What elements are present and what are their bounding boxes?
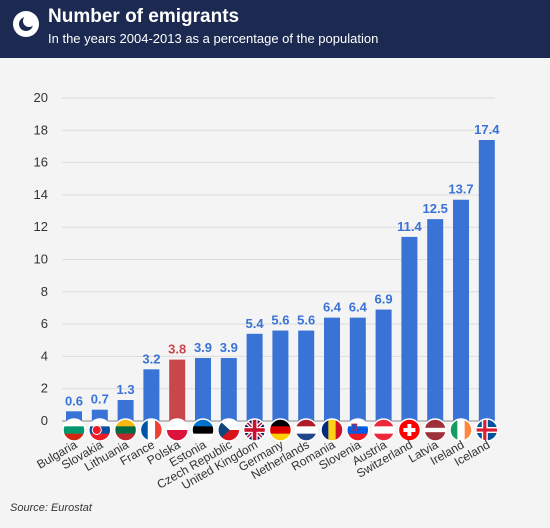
- flag-border: [371, 418, 396, 442]
- chart-title: Number of emigrants: [48, 6, 240, 27]
- y-tick-label: 14: [34, 187, 48, 202]
- flag-border: [449, 418, 473, 442]
- data-label: 6.9: [375, 292, 393, 307]
- data-label: 0.6: [65, 393, 83, 408]
- y-tick-label: 0: [41, 413, 48, 428]
- y-tick-label: 10: [34, 252, 48, 267]
- y-tick-label: 4: [41, 348, 48, 363]
- iceland-flag-icon: [475, 419, 498, 441]
- data-label: 3.8: [168, 342, 186, 357]
- chart-header: Number of emigrants In the years 2004-20…: [0, 0, 550, 58]
- flag-border: [397, 418, 422, 442]
- bar-slovenia: [349, 317, 366, 421]
- data-label: 17.4: [474, 122, 500, 137]
- bar-ireland: [453, 199, 469, 421]
- source-note: Source: Eurostat: [10, 502, 92, 514]
- bar-united-kingdom: [246, 333, 263, 421]
- data-label: 11.4: [397, 219, 422, 234]
- flag-border: [217, 418, 241, 442]
- flag-border: [320, 418, 344, 442]
- bar-iceland: [478, 139, 495, 421]
- bar-chart: 024681012141618200.6Bulgaria0.7Slovakia1…: [34, 90, 501, 492]
- bar-estonia: [195, 358, 211, 421]
- flag-border: [88, 418, 112, 442]
- bar-slovakia: [91, 409, 108, 421]
- flag-border: [294, 418, 318, 442]
- bar-bulgaria: [66, 411, 82, 421]
- flag-border: [113, 418, 138, 442]
- data-label: 6.4: [349, 300, 368, 315]
- y-tick-label: 6: [41, 316, 48, 331]
- chart-subtitle: In the years 2004-2013 as a percentage o…: [48, 31, 379, 46]
- flag-border: [62, 418, 86, 442]
- bar-austria: [375, 309, 392, 421]
- data-label: 3.9: [194, 340, 212, 355]
- data-label: 12.5: [423, 201, 448, 216]
- y-tick-label: 2: [41, 381, 48, 396]
- bar-switzerland: [401, 236, 418, 421]
- data-label: 0.7: [91, 392, 109, 407]
- germany-flag-icon: [269, 419, 292, 441]
- bar-netherlands: [298, 330, 315, 421]
- austria-flag-icon: [372, 419, 395, 441]
- bar-romania: [324, 317, 340, 421]
- flag-border: [139, 418, 164, 442]
- latvia-flag-icon: [424, 419, 447, 441]
- y-tick-label: 20: [34, 90, 48, 105]
- data-label: 3.9: [220, 340, 238, 355]
- y-tick-label: 12: [34, 219, 48, 234]
- y-tick-label: 18: [34, 122, 48, 137]
- data-label: 5.4: [246, 316, 265, 331]
- flag-border: [165, 418, 189, 442]
- data-label: 5.6: [297, 313, 315, 328]
- flag-border: [423, 418, 447, 442]
- slovenia-flag-icon: [346, 419, 369, 441]
- bar-lithuania: [117, 400, 134, 421]
- flag-border: [191, 418, 215, 442]
- bulgaria-flag-icon: [63, 419, 85, 441]
- france-flag-icon: [140, 419, 163, 441]
- data-label: 5.6: [271, 313, 289, 328]
- flag-border: [242, 418, 267, 442]
- data-label: 3.2: [142, 351, 160, 366]
- y-tick-label: 16: [34, 155, 48, 170]
- data-label: 1.3: [117, 382, 135, 397]
- y-tick-label: 8: [41, 284, 48, 299]
- netherlands-flag-icon: [295, 419, 318, 441]
- ireland-flag-icon: [450, 419, 472, 441]
- bar-france: [143, 369, 160, 421]
- bar-latvia: [427, 219, 444, 421]
- switzerland-flag-icon: [398, 419, 421, 441]
- flag-border: [346, 418, 370, 442]
- slovakia-flag-icon: [88, 419, 111, 441]
- bar-czech-republic: [220, 358, 237, 421]
- romania-flag-icon: [321, 419, 343, 441]
- flag-border: [268, 418, 293, 442]
- lithuania-flag-icon: [114, 419, 137, 441]
- flag-border: [475, 418, 499, 442]
- poland-flag-icon: [166, 419, 189, 441]
- estonia-flag-icon: [192, 419, 214, 441]
- bar-germany: [272, 330, 289, 421]
- logo-icon: [13, 11, 39, 37]
- data-label: 13.7: [448, 182, 473, 197]
- bar-polska: [169, 359, 186, 421]
- czech-republic-flag-icon: [217, 419, 240, 441]
- data-label: 6.4: [323, 300, 342, 315]
